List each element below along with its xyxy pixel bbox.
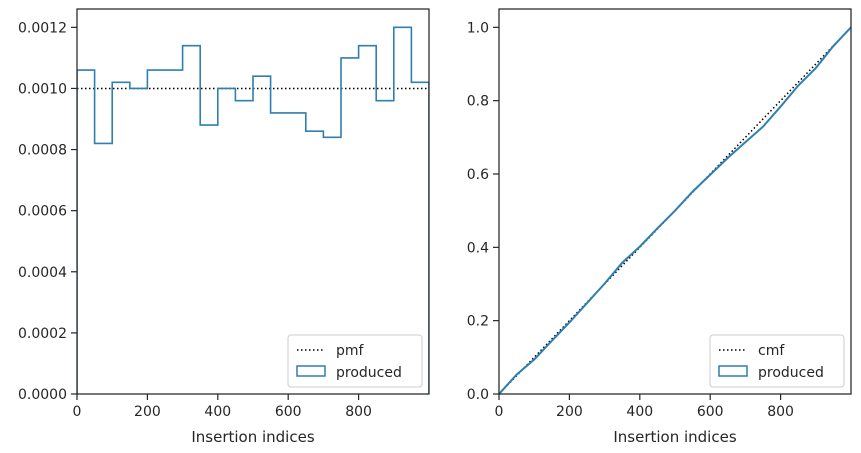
plot-area: [77, 26, 429, 394]
legend-box: [709, 334, 845, 388]
x-tick-label: 200: [134, 404, 161, 420]
legend-produced-label: produced: [336, 365, 402, 381]
y-tick-label: 0.8: [467, 94, 489, 110]
y-tick-label: 0.0004: [18, 265, 67, 281]
x-tick-label: 0: [495, 404, 504, 420]
cmf-line-panel: 0 200 400 600 800 0.0 0.2 0.4 0.6 0.8 1.0 Insertion…: [467, 8, 852, 446]
x-tick-label: 600: [275, 404, 302, 420]
produced-cumulative-line: [499, 26, 851, 394]
x-axis-label: Insertion indices: [191, 428, 314, 446]
legend-reference-label: cmf: [758, 343, 785, 359]
x-tick-label: 600: [697, 404, 724, 420]
x-tick-label: 400: [626, 404, 653, 420]
legend: pmf produced: [287, 334, 423, 388]
y-tick-label: 0.0008: [18, 143, 67, 159]
y-tick-label: 0.0: [467, 387, 489, 403]
y-tick-label: 1.0: [467, 20, 489, 36]
y-tick-label: 0.0000: [18, 387, 67, 403]
y-tick-label: 0.2: [467, 314, 489, 330]
legend-produced-swatch: [718, 365, 748, 377]
legend-produced-label: produced: [758, 365, 824, 381]
pmf-histogram-panel: 0 200 400 600 800 0.0000 0.0002 0.0004 0.0006 0.0…: [18, 8, 430, 446]
legend: cmf produced: [709, 334, 845, 388]
x-axis-label: Insertion indices: [613, 428, 736, 446]
y-tick-label: 0.0010: [18, 81, 67, 97]
x-tick-label: 200: [556, 404, 583, 420]
cmf-reference-line: [499, 26, 851, 394]
axes-frame: [498, 8, 852, 395]
plot-area: [499, 26, 851, 394]
y-tick-label: 0.6: [467, 167, 489, 183]
x-tick-label: 400: [204, 404, 231, 420]
y-tick-label: 0.0006: [18, 204, 67, 220]
legend-reference-label: pmf: [336, 343, 365, 359]
y-tick-label: 0.0012: [18, 20, 67, 36]
x-tick-label: 0: [73, 404, 82, 420]
axes-frame: [76, 8, 430, 395]
y-tick-label: 0.4: [467, 240, 489, 256]
y-tick-label: 0.0002: [18, 326, 67, 342]
x-tick-label: 800: [767, 404, 794, 420]
x-tick-label: 800: [345, 404, 372, 420]
produced-histogram-step: [77, 26, 429, 394]
legend-box: [287, 334, 423, 388]
legend-produced-swatch: [296, 365, 326, 377]
